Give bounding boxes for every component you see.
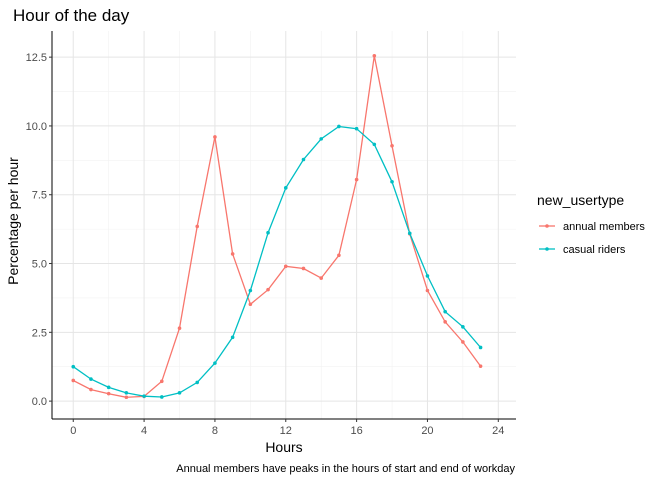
data-point-casual-riders [443, 309, 447, 314]
x-tick-label: 24 [492, 425, 504, 437]
data-point-casual-riders [478, 345, 483, 350]
data-point-annual-members [124, 395, 129, 400]
data-point-annual-members [425, 288, 430, 293]
legend-label-casual-riders: casual riders [563, 244, 626, 256]
data-point-annual-members [230, 252, 235, 256]
data-point-annual-members [177, 326, 182, 330]
data-point-casual-riders [195, 380, 200, 385]
data-point-casual-riders [266, 230, 270, 235]
y-tick-label: 0.0 [32, 396, 47, 408]
x-tick-label: 0 [70, 425, 76, 437]
data-point-casual-riders [390, 179, 394, 184]
data-point-casual-riders [160, 395, 164, 399]
data-point-casual-riders [425, 274, 430, 278]
data-point-casual-riders [248, 288, 253, 293]
data-point-casual-riders [337, 124, 341, 129]
data-point-annual-members [248, 302, 253, 307]
chart-caption: Annual members have peaks in the hours o… [176, 463, 515, 475]
x-tick-label: 16 [350, 425, 362, 437]
data-point-annual-members [301, 266, 306, 271]
y-tick-label: 12.5 [26, 52, 47, 64]
data-point-annual-members [478, 364, 483, 368]
data-point-annual-members [390, 143, 394, 148]
data-point-annual-members [106, 391, 111, 396]
data-point-casual-riders [89, 377, 93, 381]
x-tick-label: 12 [280, 425, 292, 437]
y-tick-label: 2.5 [32, 327, 47, 339]
data-point-annual-members [443, 320, 447, 324]
y-tick-label: 10.0 [26, 121, 47, 133]
series-line-casual-riders [72, 125, 482, 398]
data-point-casual-riders [106, 385, 111, 390]
data-point-casual-riders [461, 325, 465, 329]
data-point-annual-members [283, 264, 288, 269]
legend-key-point-casual-riders [545, 247, 549, 251]
x-tick-label: 20 [421, 425, 433, 437]
legend-title: new_usertype [537, 192, 624, 208]
data-point-casual-riders [354, 126, 359, 131]
data-point-casual-riders [407, 231, 412, 236]
y-tick-label: 5.0 [32, 259, 47, 271]
data-point-casual-riders [177, 391, 182, 395]
data-point-casual-riders [142, 394, 146, 398]
data-point-annual-members [354, 177, 359, 182]
data-point-annual-members [195, 224, 200, 229]
data-point-annual-members [319, 276, 323, 280]
data-point-annual-members [372, 53, 377, 58]
y-axis-title: Percentage per hour [5, 157, 21, 285]
axes [51, 31, 516, 420]
data-point-casual-riders [283, 186, 288, 190]
legend-key-point-annual-members [545, 224, 549, 228]
data-point-annual-members [337, 253, 341, 258]
data-point-casual-riders [372, 142, 377, 147]
data-point-casual-riders [213, 361, 217, 365]
data-point-casual-riders [301, 157, 306, 162]
legend-label-annual-members: annual members [563, 221, 645, 233]
legend: new_usertype annual members casual riders [537, 192, 645, 256]
data-point-annual-members [266, 287, 270, 292]
data-point-annual-members [461, 340, 465, 344]
grid-lines [52, 31, 516, 419]
data-point-casual-riders [124, 391, 129, 395]
x-tick-label: 8 [212, 425, 218, 437]
data-point-annual-members [160, 379, 164, 384]
x-axis-title: Hours [265, 439, 302, 455]
data-point-annual-members [89, 387, 93, 392]
x-tick-label: 4 [141, 425, 147, 437]
data-point-casual-riders [230, 335, 235, 340]
data-point-annual-members [71, 378, 76, 383]
series-line-annual-members [73, 55, 482, 398]
data-point-annual-members [213, 135, 217, 139]
chart-title: Hour of the day [13, 6, 130, 25]
ticks: 0 4 8 12 16 20 24 0.0 2.5 5.0 7.5 10.0 12.5 [26, 52, 505, 437]
series-group [71, 53, 483, 400]
data-point-casual-riders [71, 364, 76, 369]
y-tick-label: 7.5 [32, 190, 47, 202]
data-point-casual-riders [319, 137, 323, 141]
